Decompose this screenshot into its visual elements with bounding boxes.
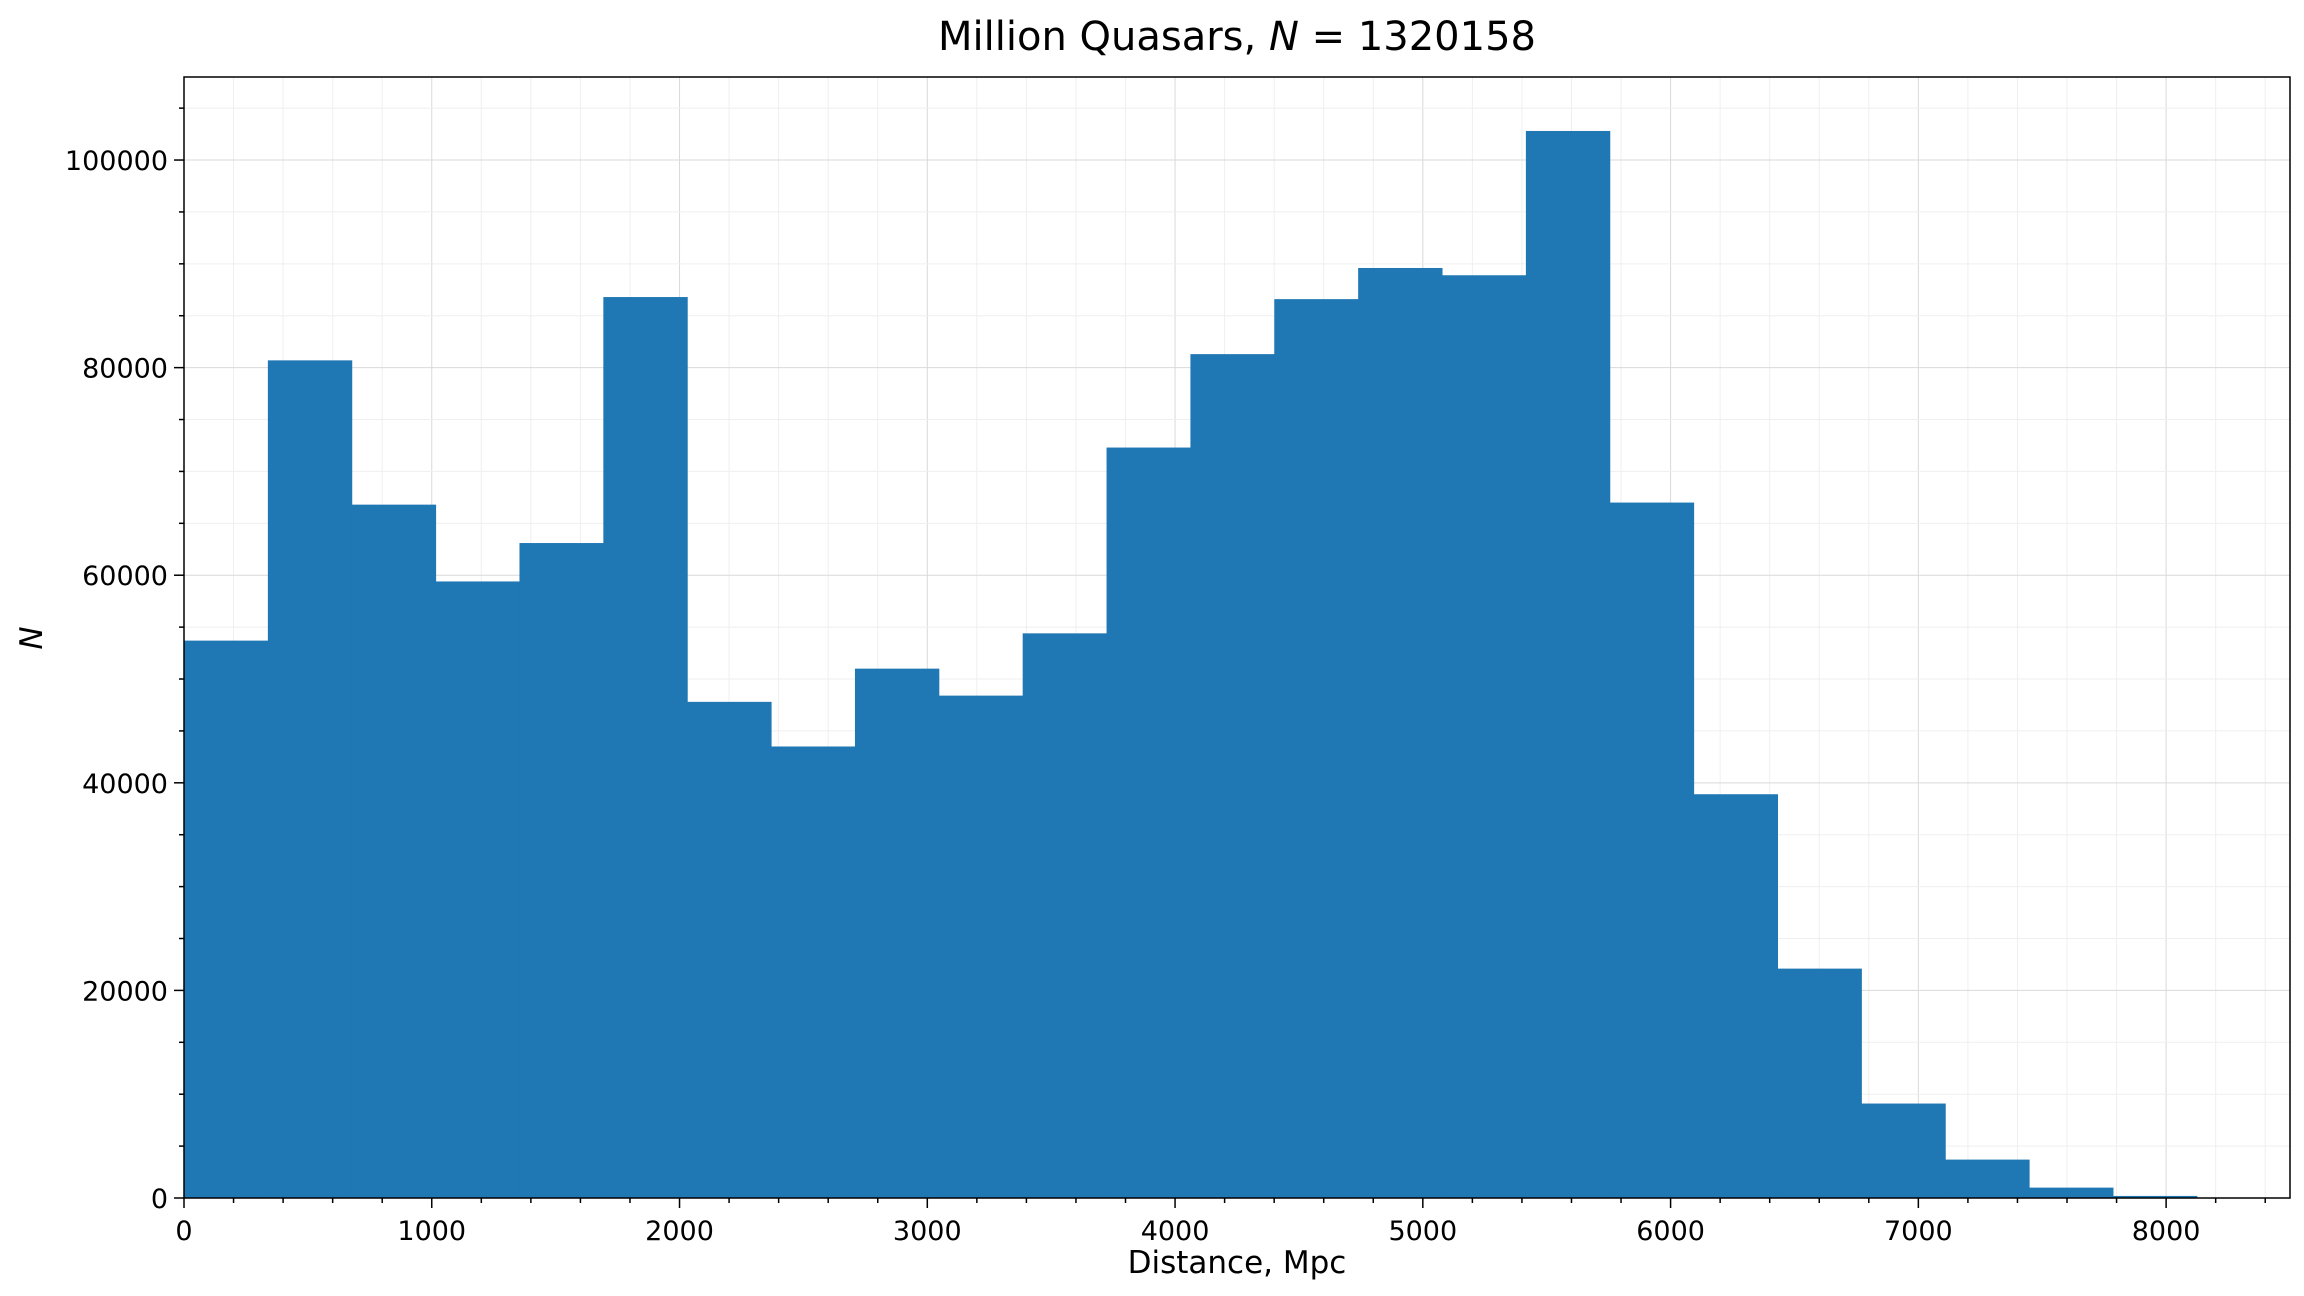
- histogram-bar: [1609, 502, 1695, 1198]
- histogram-bar: [771, 746, 856, 1198]
- x-tick-label: 7000: [1884, 1216, 1953, 1247]
- x-tick-label: 6000: [1636, 1216, 1705, 1247]
- y-tick-label: 40000: [82, 769, 168, 800]
- x-tick-label: 0: [175, 1216, 192, 1247]
- histogram-bar: [1190, 354, 1275, 1198]
- histogram-bar: [1022, 633, 1108, 1198]
- histogram-bar: [1106, 447, 1191, 1199]
- chart-title-variable: N: [1269, 14, 1299, 60]
- x-axis-label: Distance, Mpc: [1128, 1245, 1347, 1281]
- histogram-bar: [1693, 794, 1778, 1198]
- histogram-bar: [1945, 1159, 2030, 1198]
- chart-title-main: Million Quasars,: [938, 14, 1269, 60]
- histogram-bar: [1777, 968, 1862, 1198]
- histogram-bar: [603, 297, 688, 1198]
- x-tick-label: 3000: [893, 1216, 962, 1247]
- histogram-bars: [184, 130, 2198, 1199]
- chart-title: Million Quasars, N = 1320158: [938, 14, 1536, 60]
- x-tick-label: 1000: [397, 1216, 466, 1247]
- histogram-bar: [267, 360, 353, 1198]
- axis-ticks: 0 1000 2000 3000 4000 5000 6000 7000 80000200004…: [65, 107, 2266, 1247]
- x-tick-label: 5000: [1388, 1216, 1457, 1247]
- y-axis-label: N: [14, 626, 50, 649]
- histogram-bar: [938, 695, 1024, 1198]
- histogram-bar: [184, 640, 269, 1198]
- y-tick-label: 0: [151, 1184, 168, 1215]
- histogram-bar: [1442, 275, 1527, 1198]
- y-tick-label: 60000: [82, 561, 168, 592]
- histogram-bar: [1358, 267, 1443, 1198]
- y-tick-label: 20000: [82, 976, 168, 1007]
- histogram-bar: [351, 504, 437, 1198]
- y-tick-label: 80000: [82, 354, 168, 385]
- histogram-bar: [2112, 1195, 2198, 1198]
- histogram-bar: [854, 668, 940, 1198]
- histogram-bar: [2029, 1187, 2114, 1198]
- histogram-bar: [1274, 299, 1359, 1198]
- x-tick-label: 2000: [645, 1216, 714, 1247]
- histogram-bar: [519, 543, 604, 1198]
- histogram-bar: [1861, 1103, 1946, 1198]
- histogram-bar: [1525, 130, 1611, 1198]
- plot-frame: [183, 76, 2291, 1199]
- chart-title-value: = 1320158: [1299, 14, 1536, 60]
- histogram-bar: [687, 701, 772, 1198]
- y-tick-label: 100000: [65, 146, 168, 177]
- x-tick-label: 8000: [2132, 1216, 2201, 1247]
- histogram-bar: [435, 581, 520, 1198]
- x-tick-label: 4000: [1141, 1216, 1210, 1247]
